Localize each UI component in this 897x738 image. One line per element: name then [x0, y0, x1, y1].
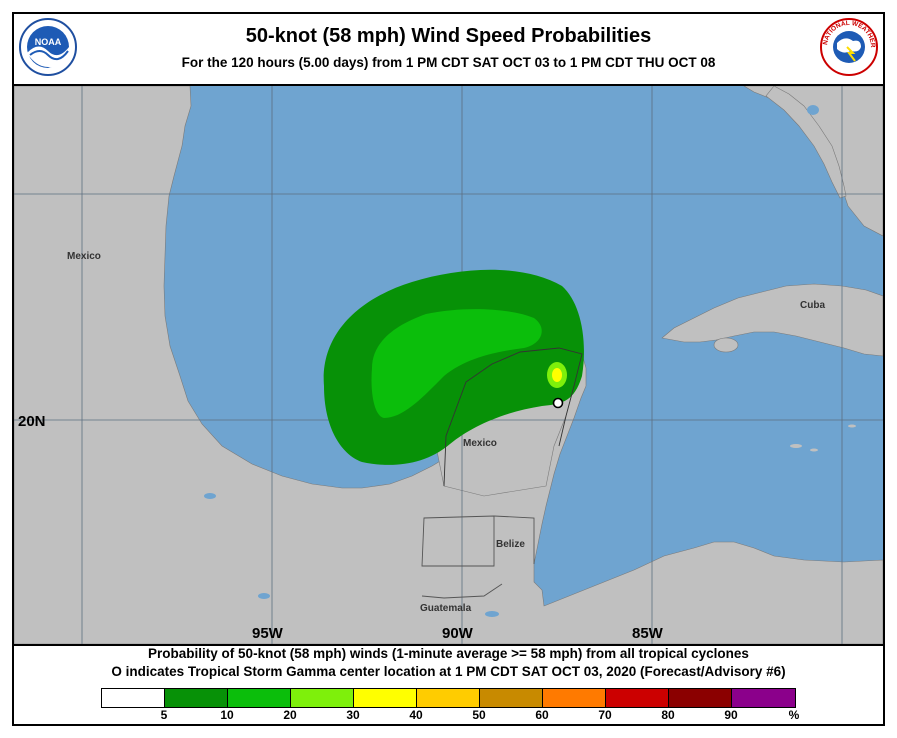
- legend-label: 50: [472, 708, 486, 722]
- caption-storm-center: O indicates Tropical Storm Gamma center …: [111, 664, 786, 679]
- legend-label: 60: [535, 708, 549, 722]
- label-mexico-yucatan: Mexico: [463, 438, 497, 449]
- caption-probability: Probability of 50-knot (58 mph) winds (1…: [148, 646, 749, 661]
- legend-label: 5: [160, 708, 168, 722]
- map-title: 50-knot (58 mph) Wind Speed Probabilitie…: [245, 25, 652, 47]
- label-20n: 20N: [18, 413, 46, 430]
- label-belize: Belize: [496, 539, 525, 550]
- label-guatemala: Guatemala: [420, 603, 472, 614]
- cuba-land: [661, 283, 883, 357]
- legend-swatch: [291, 689, 354, 707]
- noaa-logo-icon: NOAA: [19, 18, 77, 76]
- legend-swatch: [669, 689, 732, 707]
- legend-swatch: [606, 689, 669, 707]
- color-legend: [101, 688, 796, 708]
- legend-swatch: [732, 689, 795, 707]
- legend-label: 70: [598, 708, 612, 722]
- storm-center-marker: [552, 397, 564, 409]
- legend-swatch: [480, 689, 543, 707]
- legend-label: %: [788, 708, 800, 722]
- legend-swatch: [543, 689, 606, 707]
- probability-map: Mexico Mexico Cuba Belize Guatemala 95W …: [14, 84, 883, 646]
- legend-swatch: [354, 689, 417, 707]
- contour-10-percent: [371, 309, 542, 418]
- label-cuba: Cuba: [800, 300, 825, 311]
- legend-label: 10: [220, 708, 234, 722]
- legend-label: 20: [283, 708, 297, 722]
- label-mexico-west: Mexico: [67, 251, 101, 262]
- contour-30-percent: [552, 368, 562, 382]
- label-85w: 85W: [632, 625, 664, 642]
- legend-label: 90: [724, 708, 738, 722]
- header: NOAA 50-knot (58 mph) Wind Speed Probabi…: [12, 12, 885, 84]
- map-canvas: Mexico Mexico Cuba Belize Guatemala 95W …: [14, 86, 883, 644]
- noaa-logo-text: NOAA: [35, 37, 62, 47]
- legend-swatch: [228, 689, 291, 707]
- label-90w: 90W: [442, 625, 474, 642]
- legend-swatch: [165, 689, 228, 707]
- legend-label: 80: [661, 708, 675, 722]
- legend-swatch: [417, 689, 480, 707]
- legend-swatch: [102, 689, 165, 707]
- nws-logo-icon: NATIONAL WEATHER SERVICE: [819, 17, 878, 76]
- country-borders: [421, 515, 535, 599]
- probability-contours: [323, 269, 584, 465]
- map-subtitle: For the 120 hours (5.00 days) from 1 PM …: [181, 55, 716, 70]
- label-95w: 95W: [252, 625, 284, 642]
- legend-label: 40: [409, 708, 423, 722]
- legend-label: 30: [346, 708, 360, 722]
